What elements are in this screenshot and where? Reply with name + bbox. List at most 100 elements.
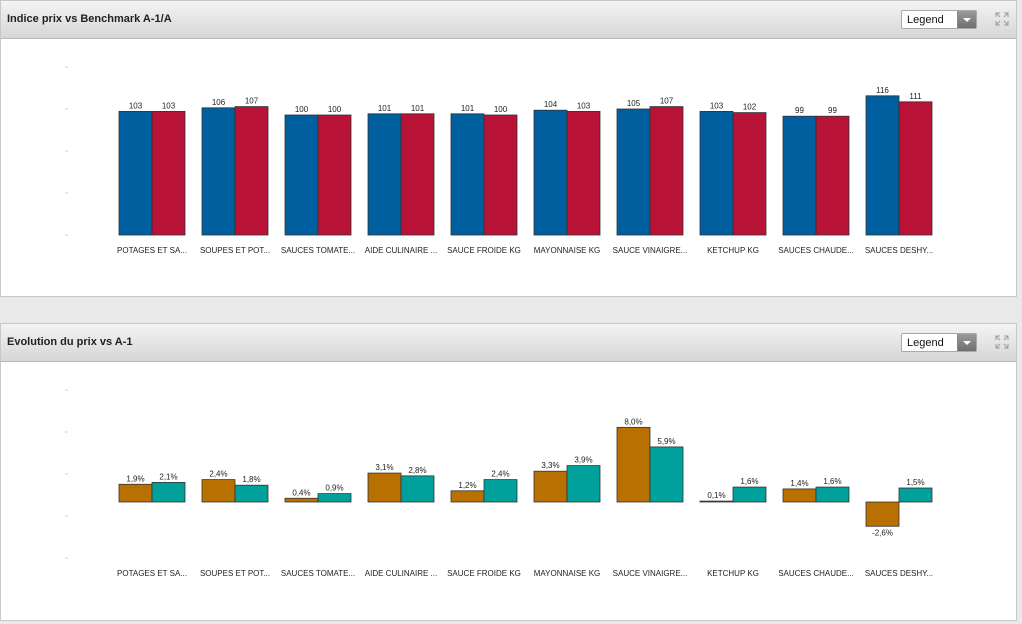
price-evolution-chart: 1,9% 2,1% POTAGES ET SA... 2,4% 1,8% SOUPES E… — [65, 389, 933, 578]
data-label: 2,4% — [491, 470, 509, 479]
bar[interactable] — [649, 106, 684, 236]
data-label: 1,6% — [740, 477, 758, 486]
data-label: 101 — [461, 104, 475, 113]
panel-header: Evolution du prix vs A-1 Legend — [1, 324, 1016, 362]
bar[interactable] — [151, 482, 186, 503]
category-label: POTAGES ET SA... — [117, 569, 187, 578]
bar[interactable] — [865, 95, 900, 236]
bar[interactable] — [367, 113, 402, 236]
data-label: 8,0% — [624, 417, 642, 426]
legend-dropdown-label: Legend — [907, 337, 944, 349]
category-label: SAUCE FROIDE KG — [447, 246, 521, 255]
price-index-panel: Indice prix vs Benchmark A-1/A Legend 10… — [0, 0, 1017, 297]
data-label: 1,8% — [242, 475, 260, 484]
bar[interactable] — [234, 484, 269, 503]
panel-title: Indice prix vs Benchmark A-1/A — [7, 13, 172, 25]
data-label: 103 — [162, 101, 176, 110]
bar[interactable] — [616, 108, 651, 236]
chevron-down-icon[interactable] — [957, 11, 976, 28]
chevron-down-icon[interactable] — [957, 334, 976, 351]
data-label: 0,1% — [707, 491, 725, 500]
bar[interactable] — [649, 446, 684, 503]
category-label: KETCHUP KG — [707, 569, 759, 578]
bar[interactable] — [317, 114, 352, 236]
bar[interactable] — [898, 101, 933, 236]
data-label: 107 — [245, 97, 259, 106]
bar[interactable] — [732, 112, 767, 236]
price-index-chart: 103 103 POTAGES ET SA... 106 107 SOUPES ET PO… — [65, 66, 933, 255]
category-label: AIDE CULINAIRE ... — [365, 246, 437, 255]
bar[interactable] — [566, 111, 601, 236]
data-label: 99 — [795, 106, 804, 115]
bar[interactable] — [151, 111, 186, 236]
data-label: 99 — [828, 106, 837, 115]
bar[interactable] — [483, 479, 518, 503]
bar[interactable] — [400, 475, 435, 503]
bar[interactable] — [201, 479, 236, 503]
expand-arrows-icon[interactable] — [995, 335, 1009, 349]
data-label: 102 — [743, 103, 757, 112]
category-label: AIDE CULINAIRE ... — [365, 569, 437, 578]
bar[interactable] — [566, 465, 601, 503]
bar[interactable] — [118, 483, 153, 503]
data-label: 103 — [129, 101, 143, 110]
category-label: SAUCES DESHY... — [865, 246, 933, 255]
data-label: 1,5% — [906, 478, 924, 487]
bar[interactable] — [782, 115, 817, 236]
bar[interactable] — [284, 114, 319, 236]
data-label: 2,8% — [408, 466, 426, 475]
data-label: 103 — [710, 101, 724, 110]
bar[interactable] — [732, 486, 767, 503]
category-label: SAUCES TOMATE... — [281, 246, 355, 255]
bar[interactable] — [865, 501, 900, 527]
category-label: SAUCES CHAUDE... — [778, 569, 854, 578]
bar[interactable] — [533, 470, 568, 503]
category-label: POTAGES ET SA... — [117, 246, 187, 255]
bar[interactable] — [400, 113, 435, 236]
data-label: 100 — [328, 105, 342, 114]
data-label: 3,3% — [541, 461, 559, 470]
category-label: SAUCES TOMATE... — [281, 569, 355, 578]
bar[interactable] — [616, 426, 651, 503]
category-label: SAUCES DESHY... — [865, 569, 933, 578]
data-label: 101 — [411, 104, 425, 113]
legend-dropdown[interactable]: Legend — [901, 333, 977, 352]
category-label: MAYONNAISE KG — [534, 246, 601, 255]
bar[interactable] — [898, 487, 933, 503]
category-label: SAUCE VINAIGRE... — [613, 569, 688, 578]
data-label: 2,1% — [159, 472, 177, 481]
data-label: 100 — [295, 105, 309, 114]
legend-dropdown[interactable]: Legend — [901, 10, 977, 29]
bar[interactable] — [533, 109, 568, 236]
bar[interactable] — [317, 493, 352, 503]
data-label: 1,4% — [790, 479, 808, 488]
bar[interactable] — [234, 106, 269, 236]
data-label: 2,4% — [209, 470, 227, 479]
data-label: 101 — [378, 104, 392, 113]
bar[interactable] — [450, 490, 485, 503]
data-label: 106 — [212, 98, 226, 107]
bar[interactable] — [699, 500, 734, 503]
category-label: SAUCES CHAUDE... — [778, 246, 854, 255]
panel-title: Evolution du prix vs A-1 — [7, 336, 133, 348]
bar[interactable] — [483, 114, 518, 236]
bar[interactable] — [815, 115, 850, 236]
bar[interactable] — [450, 113, 485, 236]
bar[interactable] — [782, 488, 817, 503]
panel-header: Indice prix vs Benchmark A-1/A Legend — [1, 1, 1016, 39]
expand-arrows-icon[interactable] — [995, 12, 1009, 26]
data-label: 5,9% — [657, 437, 675, 446]
data-label: 3,1% — [375, 463, 393, 472]
data-label: 1,6% — [823, 477, 841, 486]
bar[interactable] — [699, 111, 734, 236]
data-label: 111 — [909, 92, 922, 101]
category-label: KETCHUP KG — [707, 246, 759, 255]
bar[interactable] — [284, 497, 319, 503]
price-evolution-panel: Evolution du prix vs A-1 Legend 1,9% 2,1%… — [0, 323, 1017, 621]
bar[interactable] — [367, 472, 402, 503]
category-label: SOUPES ET POT... — [200, 569, 270, 578]
bar[interactable] — [118, 111, 153, 236]
data-label: 0,4% — [292, 488, 310, 497]
bar[interactable] — [201, 107, 236, 236]
bar[interactable] — [815, 486, 850, 503]
